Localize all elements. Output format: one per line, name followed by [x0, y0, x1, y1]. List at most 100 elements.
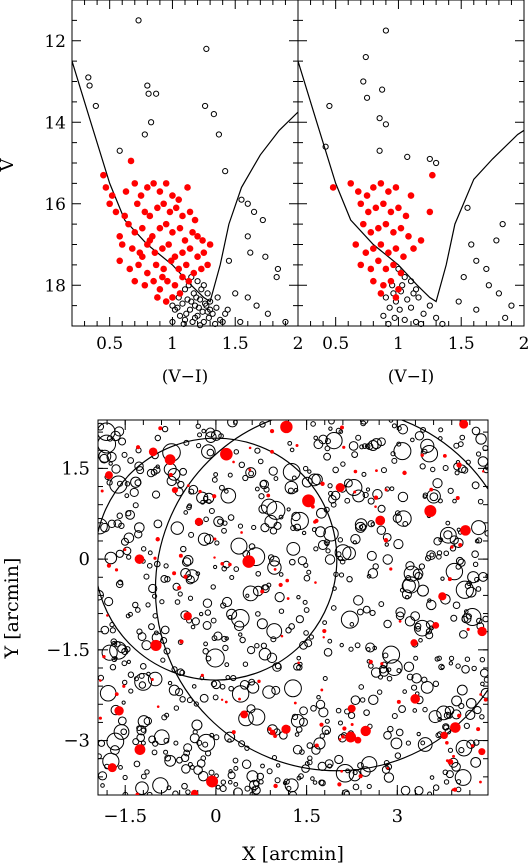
- field-star-point: [310, 705, 317, 712]
- field-star-point: [166, 475, 177, 487]
- member-star-point: [410, 694, 420, 704]
- field-star-point: [330, 490, 341, 501]
- field-star-point: [233, 781, 239, 787]
- field-star-point: [254, 486, 260, 492]
- field-star-point: [242, 585, 259, 602]
- field-star-point: [442, 464, 449, 471]
- field-star-point: [306, 742, 314, 749]
- field-star-point: [193, 765, 203, 775]
- y-tick-label: 0: [79, 549, 90, 570]
- member-star-point: [339, 425, 344, 430]
- field-star-point: [241, 759, 252, 769]
- field-star-point: [161, 714, 168, 721]
- field-star-point: [221, 596, 233, 608]
- field-star-point: [362, 53, 369, 61]
- member-star-point: [169, 294, 176, 301]
- member-star-point: [450, 722, 461, 733]
- field-star-point: [321, 725, 332, 735]
- field-star-point: [328, 426, 333, 431]
- field-star-point: [266, 652, 278, 664]
- field-star-point: [211, 635, 218, 642]
- member-star-point: [238, 697, 241, 701]
- field-star-point: [195, 304, 202, 311]
- field-star-point: [135, 781, 149, 795]
- field-star-point: [366, 573, 372, 579]
- field-star-point: [179, 300, 186, 307]
- field-star-point: [377, 437, 386, 447]
- member-star-point: [248, 468, 252, 472]
- field-star-point: [363, 709, 370, 716]
- field-star-point: [426, 550, 436, 561]
- field-star-point: [400, 785, 411, 795]
- field-star-point: [376, 689, 383, 695]
- field-star-point: [126, 659, 131, 664]
- member-star-point: [273, 734, 277, 739]
- field-star-point: [104, 596, 114, 607]
- field-star-point: [116, 480, 123, 487]
- field-star-point: [205, 431, 217, 443]
- member-star-point: [460, 525, 471, 536]
- field-star-point: [147, 671, 163, 687]
- field-star-point: [319, 733, 325, 739]
- field-star-point: [285, 627, 292, 634]
- field-star-point: [312, 780, 318, 785]
- member-star-point: [204, 261, 211, 269]
- member-star-point: [121, 212, 129, 220]
- member-star-point: [123, 548, 127, 552]
- field-star-point: [196, 322, 204, 329]
- field-star-point: [259, 421, 266, 428]
- field-star-point: [225, 675, 231, 680]
- field-star-point: [256, 772, 264, 781]
- field-star-point: [405, 561, 415, 571]
- field-star-point: [457, 558, 466, 567]
- member-star-point: [266, 493, 271, 498]
- field-star-point: [395, 510, 412, 527]
- field-star-point: [461, 466, 469, 474]
- member-star-point: [179, 273, 186, 281]
- member-star-point: [374, 505, 377, 508]
- member-star-point: [116, 257, 124, 265]
- member-star-point: [357, 200, 365, 208]
- member-star-point: [429, 171, 436, 179]
- member-star-point: [450, 545, 454, 549]
- member-star-point: [194, 253, 201, 261]
- member-star-point: [141, 281, 149, 289]
- field-star-point: [322, 620, 328, 625]
- field-star-point: [230, 537, 248, 555]
- field-star-point: [138, 681, 147, 689]
- member-star-point: [156, 188, 164, 195]
- field-star-point: [439, 320, 446, 328]
- member-star-point: [148, 447, 158, 457]
- field-star-point: [397, 424, 409, 435]
- field-star-point: [166, 785, 172, 791]
- field-star-point: [313, 737, 326, 750]
- field-star-point: [98, 449, 112, 463]
- field-star-point: [211, 476, 218, 483]
- member-star-point: [134, 554, 145, 564]
- field-star-point: [426, 155, 433, 163]
- member-star-point: [257, 679, 261, 684]
- field-star-point: [451, 762, 461, 772]
- field-star-point: [465, 698, 477, 709]
- field-star-point: [191, 719, 203, 731]
- field-star-point: [126, 554, 132, 560]
- member-star-point: [200, 673, 204, 677]
- field-star-point: [220, 487, 237, 504]
- field-star-point: [254, 447, 261, 454]
- field-star-point: [318, 707, 329, 718]
- field-star-point: [98, 422, 105, 431]
- field-star-point: [221, 527, 227, 534]
- member-star-point: [158, 426, 163, 431]
- member-star-point: [144, 184, 151, 191]
- field-star-point: [355, 434, 362, 441]
- member-star-point: [206, 775, 219, 788]
- cmd-right-panel: 0.5 1 1.5 2 (V−I): [297, 0, 528, 387]
- field-star-point: [443, 550, 450, 557]
- field-star-point: [115, 549, 124, 558]
- field-star-point: [464, 656, 471, 662]
- field-star-point: [369, 609, 376, 617]
- member-star-point: [367, 228, 375, 236]
- field-star-point: [282, 462, 301, 481]
- field-star-point: [346, 575, 353, 583]
- field-star-point: [136, 466, 145, 475]
